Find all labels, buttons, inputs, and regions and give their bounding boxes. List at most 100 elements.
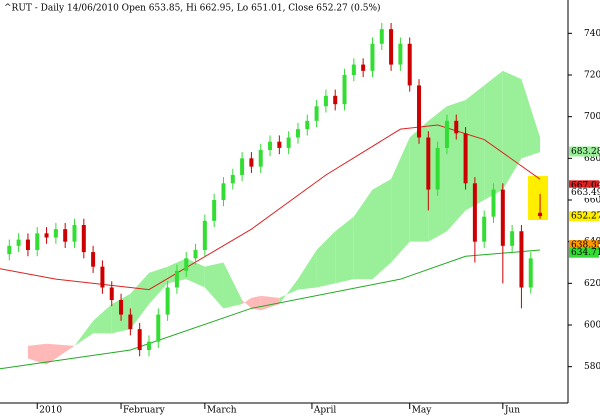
candle-body [435, 147, 440, 190]
candle-body [528, 258, 533, 288]
cloud-segment [297, 250, 317, 290]
line [0, 249, 541, 370]
candle-body [389, 29, 394, 65]
candle-body [174, 270, 179, 288]
cloud-segment [148, 266, 168, 305]
cloud-segment [74, 320, 94, 346]
candle-body [100, 266, 105, 288]
candle-body [482, 216, 487, 242]
candle-body [444, 120, 449, 148]
candle-body [7, 245, 12, 255]
candle-body [268, 141, 273, 150]
line [0, 124, 541, 291]
candle-body [361, 64, 366, 71]
x-tick-label: May [412, 406, 433, 416]
candle-body [72, 225, 77, 242]
candle-body [184, 258, 189, 271]
candle-body [407, 43, 412, 86]
price-label-box [569, 146, 599, 157]
cloud-segment [372, 179, 392, 280]
cloud-segment [260, 295, 280, 311]
candle-body [53, 229, 58, 238]
cloud-segment [242, 297, 252, 309]
price-label-box [569, 211, 599, 222]
candle-body [510, 231, 515, 246]
cloud-segment [335, 216, 354, 284]
candle-body [202, 220, 207, 250]
y-tick-label: 620 [584, 279, 600, 289]
candle-body [221, 183, 226, 200]
y-tick-label: 600 [584, 321, 600, 331]
candle-body [314, 106, 319, 121]
x-tick-label: March [207, 406, 237, 416]
price-label: 652.27 [571, 212, 600, 222]
cloud-segment [521, 79, 541, 159]
cloud-segment [204, 262, 224, 309]
candle-body [25, 239, 30, 250]
candle-body [156, 314, 161, 342]
cloud-segment [93, 304, 112, 334]
candle-body [165, 287, 170, 315]
candle-body [519, 231, 524, 288]
candle-body [351, 64, 356, 75]
candle-body [370, 43, 375, 71]
candle-body [463, 133, 468, 184]
candle-body [417, 85, 422, 138]
cloud-segment [27, 343, 47, 365]
candle-body [295, 129, 300, 138]
cloud-segment [223, 262, 243, 309]
candle-body [258, 150, 263, 167]
candle-body [323, 95, 328, 107]
cloud-segment [484, 70, 503, 200]
candle-body [109, 287, 114, 300]
candle-body [137, 329, 142, 350]
price-label: 683.28 [571, 147, 600, 157]
y-tick-label: 740 [584, 29, 600, 39]
price-label: 663.495 [571, 188, 600, 198]
cloud-segment [46, 343, 75, 365]
y-tick-label: 700 [584, 112, 600, 122]
candle-body [35, 233, 40, 250]
cloud-segment [279, 279, 298, 305]
cloud-segment [409, 120, 429, 242]
candle-body [491, 189, 496, 217]
candle-body [500, 189, 505, 246]
x-tick-label: 2010 [39, 406, 62, 416]
candle-body [305, 120, 310, 130]
y-tick-label: 720 [584, 71, 600, 81]
y-tick-label: 660 [584, 196, 600, 206]
price-label: 638.35 [571, 241, 600, 251]
cloud-segment [130, 272, 149, 330]
candle-body [398, 43, 403, 65]
chart-title: ^RUT - Daily 14/06/2010 Open 653.85, Hi … [4, 3, 381, 14]
candle-body [249, 158, 254, 167]
candle-body [472, 183, 477, 242]
candle-body [16, 239, 21, 246]
candle-body [44, 233, 49, 238]
candle-body [81, 225, 86, 253]
x-tick-label: April [313, 406, 336, 416]
price-label-box [569, 240, 599, 251]
candle-body [146, 341, 151, 350]
cloud-segment [186, 258, 205, 288]
cloud-segment [316, 231, 336, 288]
price-label-box [569, 180, 599, 191]
x-tick-label: February [123, 406, 166, 416]
price-label: 667.04 [571, 181, 600, 191]
candle-body [128, 314, 133, 330]
price-label-box [569, 187, 599, 198]
candle-body [333, 95, 338, 105]
highlight-box [528, 176, 548, 220]
cloud-segment [502, 70, 522, 190]
candle-body [342, 75, 347, 105]
y-tick-label: 680 [584, 154, 600, 164]
y-tick-label: 580 [584, 362, 600, 372]
candle-body [426, 137, 431, 190]
cloud-segment [391, 137, 410, 263]
candle-body [230, 175, 235, 184]
candle-body [193, 250, 198, 259]
x-tick-label: Jun [504, 406, 520, 416]
